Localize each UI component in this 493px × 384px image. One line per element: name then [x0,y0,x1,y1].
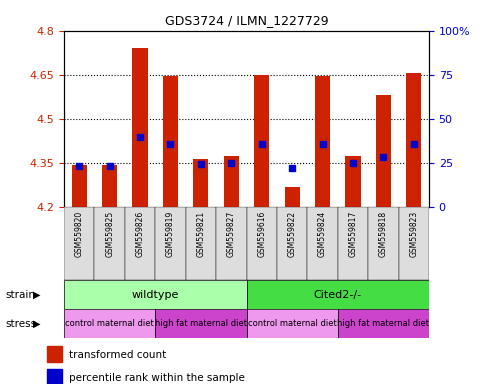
Bar [224,156,239,207]
Bar [64,280,246,309]
Text: ▶: ▶ [33,318,41,329]
Bar [64,309,155,338]
Text: GSM559821: GSM559821 [196,211,206,257]
Text: ▶: ▶ [33,290,41,300]
Text: high fat maternal diet: high fat maternal diet [337,319,429,328]
Text: GSM559822: GSM559822 [287,211,297,257]
Title: GDS3724 / ILMN_1227729: GDS3724 / ILMN_1227729 [165,14,328,27]
Bar [64,207,95,280]
Text: GSM559826: GSM559826 [136,211,144,257]
Text: Cited2-/-: Cited2-/- [314,290,362,300]
Text: percentile rank within the sample: percentile rank within the sample [69,373,245,383]
Bar [102,165,117,207]
Text: strain: strain [5,290,35,300]
Bar [193,159,209,207]
Bar [155,309,246,338]
Bar [277,207,307,280]
Text: GSM559823: GSM559823 [409,211,418,257]
Bar [47,369,62,384]
Bar [95,207,125,280]
Bar [368,207,398,280]
Text: wildtype: wildtype [132,290,179,300]
Bar [216,207,246,280]
Bar [246,207,277,280]
Bar [284,187,300,207]
Bar [338,309,429,338]
Bar [125,207,155,280]
Text: GSM559827: GSM559827 [227,211,236,257]
Bar [71,165,87,207]
Bar [307,207,338,280]
Bar [246,309,338,338]
Bar [133,48,148,207]
Text: GSM559817: GSM559817 [349,211,357,257]
Bar [376,96,391,207]
Text: GSM559819: GSM559819 [166,211,175,257]
Bar [406,73,422,207]
Text: stress: stress [5,318,36,329]
Bar [315,76,330,207]
Bar [186,207,216,280]
Text: GSM559616: GSM559616 [257,211,266,257]
Text: high fat maternal diet: high fat maternal diet [155,319,247,328]
Bar [254,75,269,207]
Bar [47,346,62,362]
Text: GSM559824: GSM559824 [318,211,327,257]
Bar [338,207,368,280]
Bar [398,207,429,280]
Bar [345,156,360,207]
Text: control maternal diet: control maternal diet [65,319,154,328]
Bar [163,76,178,207]
Text: GSM559818: GSM559818 [379,211,388,257]
Text: transformed count: transformed count [69,350,166,360]
Text: control maternal diet: control maternal diet [247,319,337,328]
Bar [155,207,186,280]
Bar [246,280,429,309]
Text: GSM559825: GSM559825 [105,211,114,257]
Text: GSM559820: GSM559820 [75,211,84,257]
